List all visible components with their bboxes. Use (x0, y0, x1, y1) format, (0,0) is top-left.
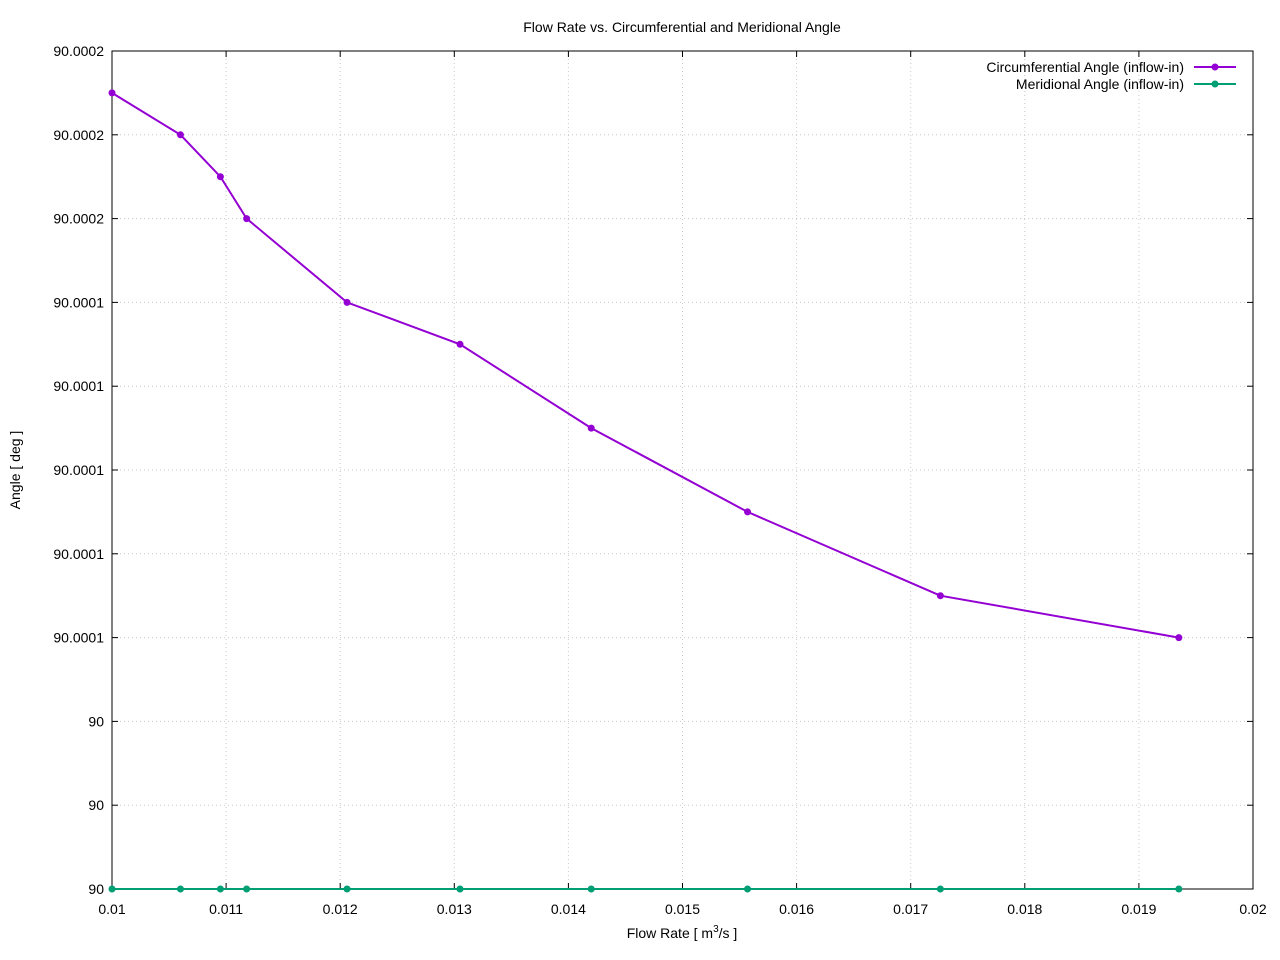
data-point (744, 885, 752, 893)
x-tick-label: 0.016 (779, 901, 814, 917)
x-tick-label: 0.015 (665, 901, 700, 917)
x-tick-label: 0.019 (1121, 901, 1156, 917)
y-tick-label: 90.0002 (53, 127, 104, 143)
data-point (243, 215, 251, 223)
series (108, 89, 1183, 893)
y-axis-label: Angle [ deg ] (7, 431, 23, 510)
ticks: 0.01 0.011 0.012 0.013 0.014 0.015 0.016 0.017 0… (53, 43, 1266, 917)
y-tick-label: 90 (88, 713, 104, 729)
data-point (176, 131, 184, 139)
y-tick-label: 90.0001 (53, 462, 104, 478)
data-point (936, 885, 944, 893)
data-point (1175, 634, 1183, 642)
x-tick-label: 0.01 (98, 901, 125, 917)
y-tick-label: 90.0001 (53, 294, 104, 310)
data-point (456, 885, 464, 893)
data-point (343, 885, 351, 893)
y-tick-label: 90.0001 (53, 630, 104, 646)
data-point (1175, 885, 1183, 893)
grid (112, 51, 1253, 889)
legend: Circumferential Angle (inflow-in)Meridio… (986, 59, 1236, 92)
x-tick-label: 0.014 (551, 901, 586, 917)
legend-swatch-point (1211, 63, 1219, 71)
chart-title: Flow Rate vs. Circumferential and Meridi… (523, 19, 841, 35)
data-point (343, 298, 351, 306)
x-tick-label: 0.013 (437, 901, 472, 917)
x-tick-label: 0.02 (1239, 901, 1266, 917)
y-tick-label: 90 (88, 881, 104, 897)
data-point (108, 89, 116, 97)
legend-label: Meridional Angle (inflow-in) (1016, 76, 1184, 92)
y-tick-label: 90.0001 (53, 546, 104, 562)
data-point (587, 885, 595, 893)
y-tick-label: 90 (88, 797, 104, 813)
x-tick-label: 0.012 (323, 901, 358, 917)
data-point (744, 508, 752, 516)
x-tick-label: 0.018 (1007, 901, 1042, 917)
data-point (216, 885, 224, 893)
x-tick-label: 0.011 (209, 901, 243, 917)
y-tick-label: 90.0002 (53, 211, 104, 227)
data-point (587, 424, 595, 432)
y-tick-label: 90.0002 (53, 43, 104, 59)
x-tick-label: 0.017 (893, 901, 928, 917)
data-point (936, 592, 944, 600)
data-point (243, 885, 251, 893)
series-line (111, 92, 1180, 639)
legend-label: Circumferential Angle (inflow-in) (986, 59, 1184, 75)
series-2 (108, 885, 1183, 893)
data-point (456, 340, 464, 348)
x-axis-label: Flow Rate [ m3/s ] (627, 924, 738, 941)
data-point (216, 173, 224, 181)
data-point (176, 885, 184, 893)
data-point (108, 885, 116, 893)
series-1 (108, 89, 1183, 642)
y-tick-label: 90.0001 (53, 378, 104, 394)
legend-swatch-point (1211, 80, 1219, 88)
